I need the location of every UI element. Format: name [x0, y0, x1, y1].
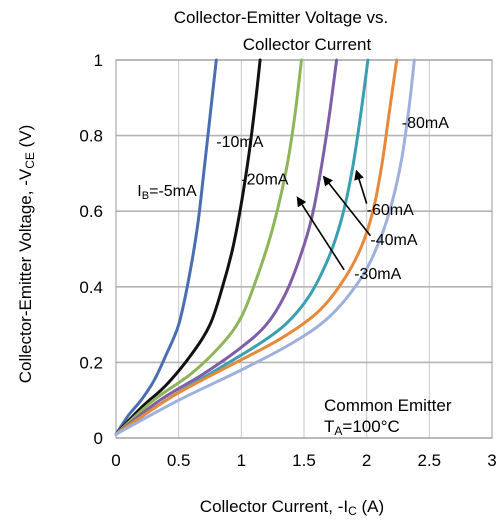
arrow-group — [296, 169, 372, 271]
chart-title-line1: Collector-Emitter Voltage vs. — [174, 8, 388, 27]
y-tick-labels: 0 0.2 0.4 0.6 0.8 1 — [79, 51, 103, 448]
y-tick-label: 1 — [94, 51, 103, 70]
arrow — [296, 196, 345, 271]
series-labels: IB=-5mA -10mA -20mA -30mA -40mA -60mA -80mA — [137, 115, 449, 283]
series-line — [114, 58, 303, 436]
series-label: IB=-5mA — [137, 183, 197, 202]
y-tick-label: 0.8 — [79, 127, 103, 146]
y-tick-label: 0.4 — [79, 278, 103, 297]
series-line — [114, 58, 416, 436]
series-label: -40mA — [370, 232, 417, 249]
x-tick-label: 0.5 — [167, 451, 191, 470]
x-tick-labels: 0 0.5 1 1.5 2 2.5 3 — [111, 451, 496, 470]
x-tick-label: 1.5 — [292, 451, 316, 470]
series-group — [114, 58, 416, 436]
arrow — [322, 175, 372, 237]
series-label: -20mA — [241, 172, 288, 189]
series-line — [114, 58, 218, 436]
series-line — [114, 58, 399, 436]
annotation-line2: TA=100°C — [324, 417, 400, 438]
y-tick-label: 0.6 — [79, 202, 103, 221]
x-tick-label: 3 — [487, 451, 496, 470]
annotation-line1: Common Emitter — [324, 396, 452, 415]
plot-frame — [115, 59, 493, 439]
series-line — [114, 58, 262, 436]
chart-title-line2: Collector Current — [243, 35, 372, 54]
series-label: -80mA — [402, 115, 449, 132]
y-tick-label: 0 — [94, 429, 103, 448]
x-tick-label: 2.5 — [418, 451, 442, 470]
series-label: -10mA — [216, 134, 263, 151]
y-tick-label: 0.2 — [79, 353, 103, 372]
series-label: -30mA — [354, 266, 401, 283]
series-label: -60mA — [367, 202, 414, 219]
x-tick-label: 1 — [237, 451, 246, 470]
x-axis-label: Collector Current, -IC (A) — [200, 497, 384, 518]
series-line — [114, 58, 339, 436]
y-axis-label: Collector-Emitter Voltage, -VCE (V) — [16, 125, 37, 384]
x-tick-label: 2 — [362, 451, 371, 470]
arrow — [354, 169, 368, 204]
x-tick-label: 0 — [111, 451, 120, 470]
